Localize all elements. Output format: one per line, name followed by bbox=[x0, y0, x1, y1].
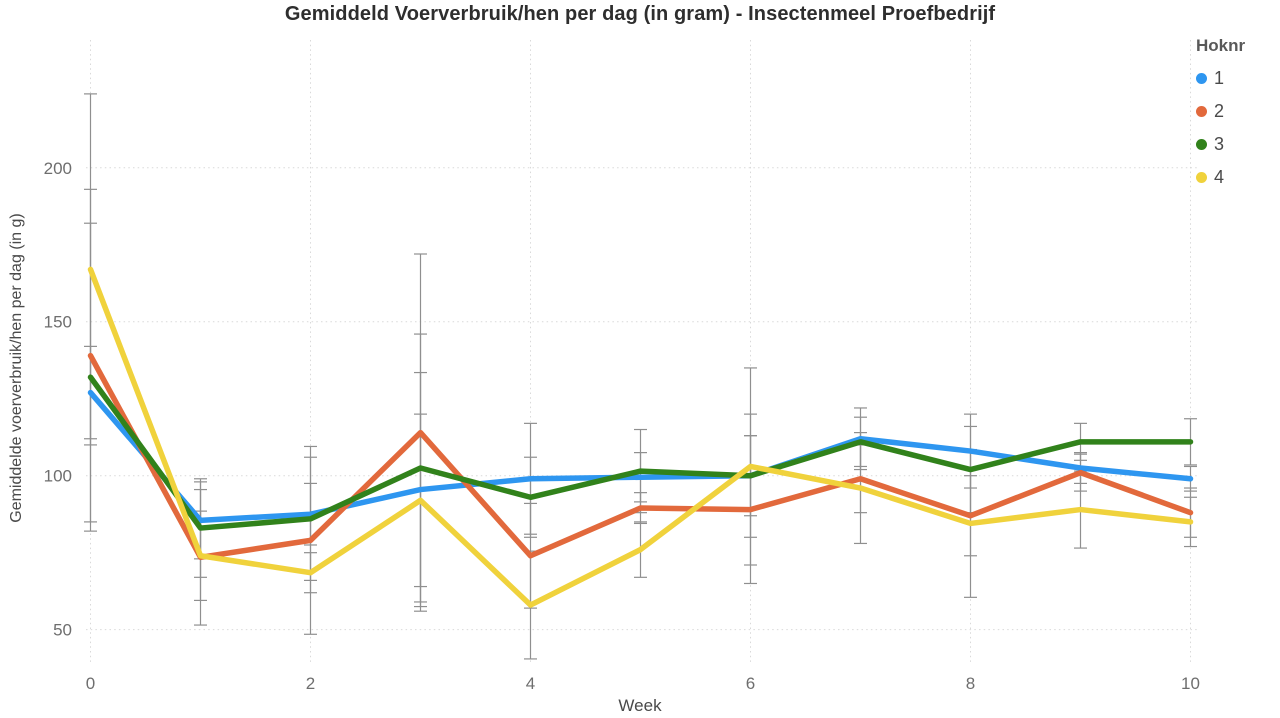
y-tick-label: 50 bbox=[53, 621, 72, 640]
legend-item-1: 1 bbox=[1196, 68, 1245, 88]
legend-item-2: 2 bbox=[1196, 101, 1245, 121]
legend-item-label: 4 bbox=[1214, 167, 1225, 187]
series-line-2 bbox=[87, 352, 1194, 561]
x-axis-label: Week bbox=[618, 696, 662, 715]
x-tick-label: 6 bbox=[746, 674, 755, 693]
x-tick-label: 0 bbox=[86, 674, 95, 693]
y-tick-label: 100 bbox=[44, 467, 72, 486]
x-tick-label: 2 bbox=[306, 674, 315, 693]
legend-dot-icon bbox=[1196, 172, 1207, 183]
y-tick-label: 150 bbox=[44, 313, 72, 332]
legend-item-label: 3 bbox=[1214, 134, 1225, 154]
legend-dot-icon bbox=[1196, 139, 1207, 150]
x-tick-label: 8 bbox=[966, 674, 975, 693]
series-line-1 bbox=[87, 389, 1194, 524]
legend-dot-icon bbox=[1196, 73, 1207, 84]
legend-item-4: 4 bbox=[1196, 167, 1245, 187]
legend-title: Hoknr bbox=[1196, 36, 1246, 55]
legend: Hoknr 1 2 3 4 bbox=[1196, 36, 1245, 201]
x-tick-label: 4 bbox=[526, 674, 535, 693]
legend-item-label: 1 bbox=[1214, 68, 1225, 88]
y-tick-label: 200 bbox=[44, 159, 72, 178]
legend-item-label: 2 bbox=[1214, 101, 1225, 121]
x-tick-label: 10 bbox=[1181, 674, 1200, 693]
chart-title: Gemiddeld Voerverbruik/hen per dag (in g… bbox=[284, 3, 996, 25]
legend-item-3: 3 bbox=[1196, 134, 1245, 154]
series-line-3 bbox=[87, 374, 1194, 531]
y-axis-label: Gemiddelde voerverbruik/hen per dag (in … bbox=[8, 213, 25, 523]
series-line-4 bbox=[87, 266, 1194, 608]
legend-dot-icon bbox=[1196, 106, 1207, 117]
